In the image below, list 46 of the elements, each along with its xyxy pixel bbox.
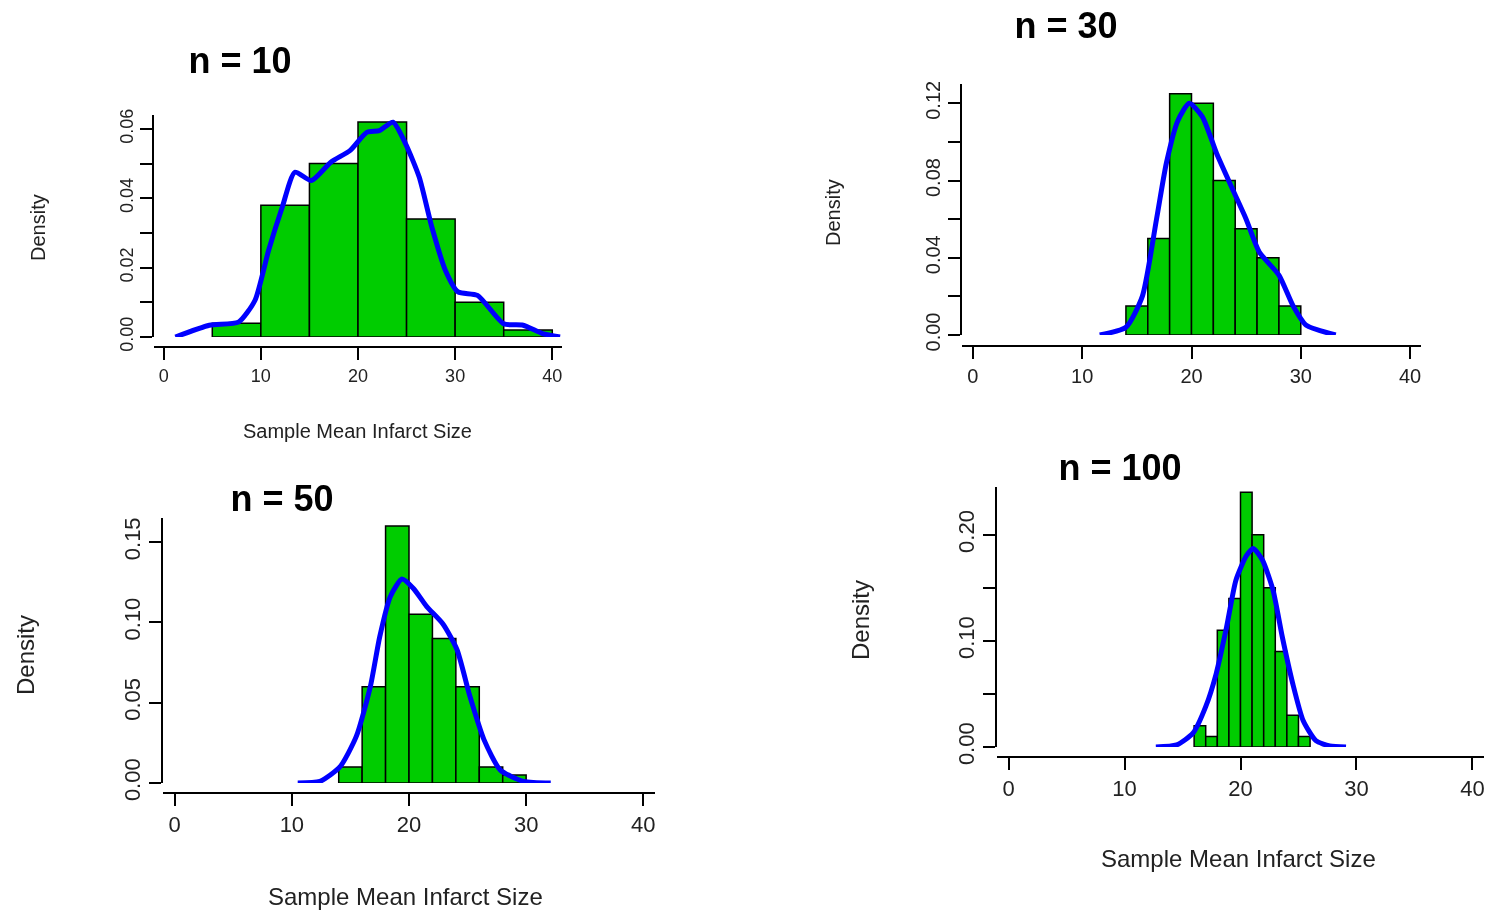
chart-title: n = 100 <box>1058 446 1182 488</box>
y-tick-label: 0.15 <box>120 517 146 561</box>
x-tick-label: 10 <box>250 365 271 386</box>
x-tick-label: 10 <box>279 812 305 838</box>
x-tick-label: 40 <box>631 812 656 838</box>
x-tick-label: 30 <box>1289 365 1312 387</box>
x-tick-label: 10 <box>1071 365 1094 387</box>
y-tick-label: 0.20 <box>954 510 980 553</box>
y-tick-label: 0.06 <box>116 108 137 144</box>
y-tick-label: 0.02 <box>116 247 137 283</box>
x-tick-label: 20 <box>396 812 422 838</box>
x-axis-title: Sample Mean Infarct Size <box>1101 845 1376 872</box>
chart-title: n = 10 <box>188 39 292 81</box>
x-tick-label: 20 <box>347 365 369 386</box>
y-tick-label: 0.05 <box>120 677 146 721</box>
x-axis-title: Sample Mean Infarct Size <box>243 420 472 442</box>
x-axis-title: Sample Mean Infarct Size <box>268 883 543 910</box>
y-tick-label: 0.00 <box>116 316 137 352</box>
y-axis-title: Density <box>822 179 844 246</box>
x-tick-label: 40 <box>1398 365 1422 387</box>
chart-title: n = 50 <box>230 477 334 519</box>
y-axis-title: Density <box>12 614 39 695</box>
y-tick-label: 0.04 <box>922 235 944 275</box>
y-tick-label: 0.08 <box>922 158 944 198</box>
x-tick-label: 30 <box>445 365 466 386</box>
x-tick-label: 40 <box>1460 776 1485 802</box>
x-tick-label: 30 <box>513 812 539 838</box>
x-tick-label: 0 <box>168 812 181 838</box>
y-axis-title: Density <box>847 579 874 660</box>
y-axis-title: Density <box>27 194 49 261</box>
chart-title: n = 30 <box>1014 4 1118 46</box>
y-tick-label: 0.00 <box>922 312 944 352</box>
y-tick-label: 0.04 <box>116 178 137 214</box>
x-tick-label: 20 <box>1228 776 1253 802</box>
y-tick-label: 0.12 <box>922 80 944 120</box>
x-tick-label: 30 <box>1344 776 1369 802</box>
x-tick-label: 40 <box>542 365 563 386</box>
y-tick-label: 0.10 <box>120 597 146 641</box>
y-tick-label: 0.00 <box>120 758 146 802</box>
x-tick-label: 0 <box>967 365 979 387</box>
x-tick-label: 20 <box>1180 365 1203 387</box>
y-tick-label: 0.00 <box>954 722 980 766</box>
y-tick-label: 0.10 <box>954 616 980 659</box>
x-tick-label: 0 <box>1002 776 1015 802</box>
x-tick-label: 10 <box>1112 776 1137 802</box>
x-tick-label: 0 <box>158 365 169 386</box>
